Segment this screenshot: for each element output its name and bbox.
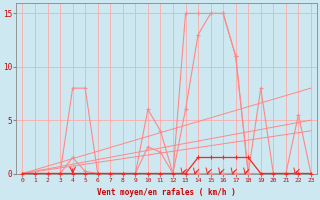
X-axis label: Vent moyen/en rafales ( km/h ): Vent moyen/en rafales ( km/h ) <box>97 188 236 197</box>
